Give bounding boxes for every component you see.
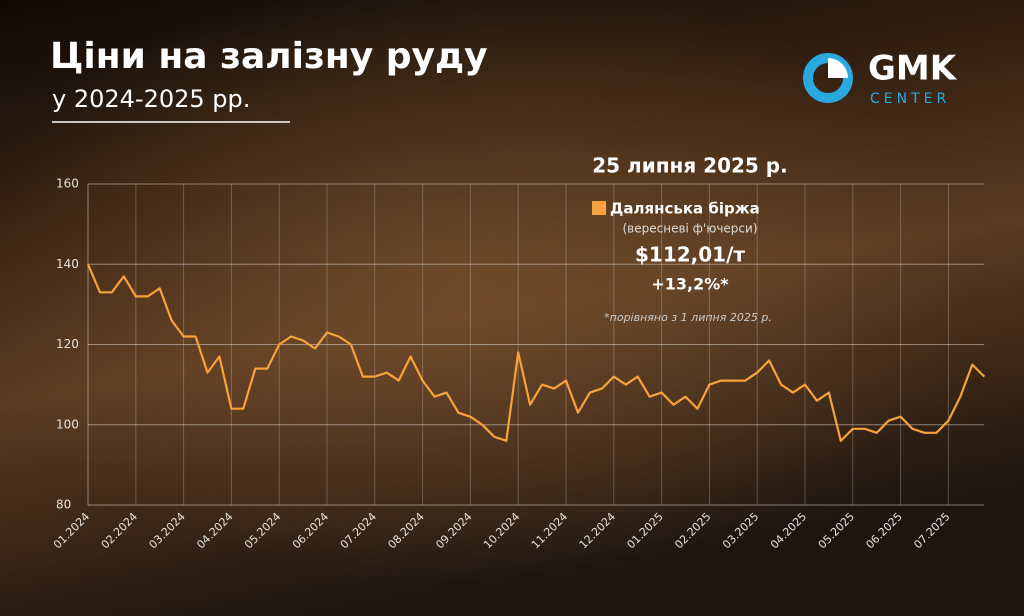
logo-quarter bbox=[828, 58, 848, 78]
chart-title: Ціни на залізну руду bbox=[50, 36, 488, 77]
logo: GMK CENTER bbox=[803, 49, 958, 107]
logo-name: GMK bbox=[868, 49, 958, 89]
legend-swatch bbox=[592, 201, 606, 215]
y-tick-label: 80 bbox=[56, 498, 71, 512]
y-tick-label: 140 bbox=[56, 257, 79, 271]
annotation-price: $112,01/т bbox=[635, 243, 745, 267]
annotation-note: *порівняно з 1 липня 2025 р. bbox=[604, 311, 772, 324]
y-tick-label: 160 bbox=[56, 177, 79, 191]
annotation-date: 25 липня 2025 р. bbox=[592, 154, 787, 178]
price-line bbox=[86, 263, 986, 442]
legend-sublabel: (вересневі ф'ючерси) bbox=[622, 222, 757, 236]
legend-label: Далянська біржа bbox=[610, 200, 760, 218]
y-tick-label: 120 bbox=[56, 337, 79, 351]
y-tick-label: 100 bbox=[56, 417, 79, 431]
logo-tagline: CENTER bbox=[870, 91, 950, 107]
annotation-change: +13,2%* bbox=[651, 275, 729, 294]
chart-subtitle: у 2024-2025 рр. bbox=[52, 85, 250, 113]
